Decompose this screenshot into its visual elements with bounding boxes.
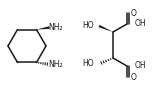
Text: HO: HO	[82, 22, 94, 31]
Text: O: O	[131, 8, 137, 17]
Text: O: O	[131, 72, 137, 82]
Text: NH₂: NH₂	[49, 60, 63, 69]
Text: OH: OH	[135, 61, 147, 70]
Text: OH: OH	[135, 20, 147, 29]
Polygon shape	[98, 25, 113, 32]
Polygon shape	[37, 26, 50, 30]
Text: HO: HO	[82, 60, 94, 69]
Text: NH₂: NH₂	[49, 23, 63, 32]
